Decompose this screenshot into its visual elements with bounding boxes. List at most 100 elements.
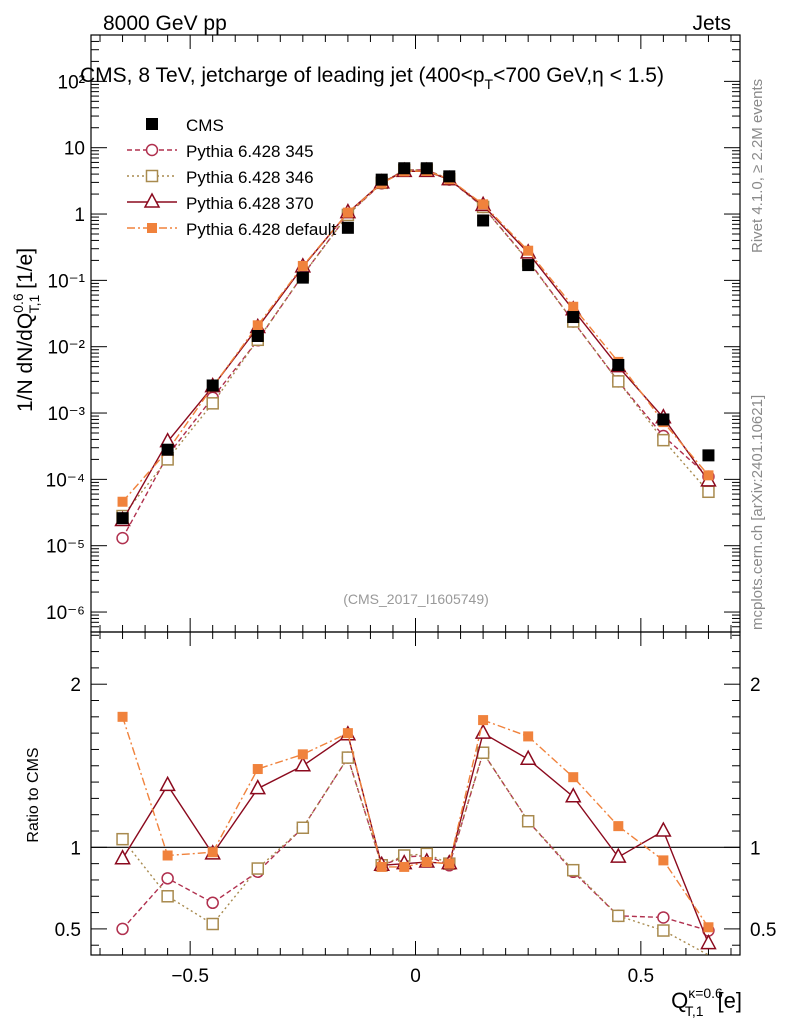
cms-data-point	[702, 449, 715, 462]
ratio-point	[655, 821, 672, 837]
cms-data-point	[443, 170, 456, 183]
plot-title: CMS, 8 TeV, jetcharge of leading jet (40…	[80, 64, 664, 92]
main-y-axis-label: 1/N dN/dQ0.6T,1 [1/e]	[10, 248, 42, 412]
ratio-point	[117, 711, 128, 722]
watermark-label: (CMS_2017_I1605749)	[343, 591, 489, 607]
ratio-point	[114, 849, 131, 865]
main-series-line	[122, 170, 709, 503]
cms-data-point	[341, 221, 354, 234]
cms-data-point	[657, 413, 670, 426]
main-series-3	[114, 161, 717, 527]
cms-data-point	[612, 358, 625, 371]
mc-point	[657, 433, 670, 447]
ratio-point	[342, 728, 353, 739]
y-tick-label: 10⁻²	[48, 338, 86, 359]
legend-marker	[143, 192, 161, 208]
legend-item: Pythia 6.428 default	[127, 220, 337, 239]
ratio-series-line	[121, 751, 709, 956]
x-axis-label: Qκ=0.6 T,1 [e]	[671, 985, 742, 1019]
ratio-y-axis-label: Ratio to CMS	[25, 747, 42, 842]
y-tick-label: 10⁻³	[48, 404, 86, 425]
main-series-4	[117, 166, 714, 507]
main-series-line	[122, 169, 709, 517]
ratio-point	[521, 814, 535, 828]
legend-marker	[145, 143, 159, 157]
legend-marker	[146, 118, 158, 130]
cms-data-point	[251, 329, 264, 342]
y-tick-label: 10⁻¹	[48, 271, 86, 292]
ratio-point	[568, 772, 579, 783]
main-series-0	[116, 162, 715, 525]
ratio-series-2	[114, 723, 717, 950]
legend-label: Pythia 6.428 345	[186, 142, 314, 161]
y-tick-label-right: 1	[750, 838, 761, 859]
ratio-point	[206, 896, 219, 910]
main-panel: 10⁻⁶ 10⁻⁵ 10⁻⁴ 10⁻³ 10⁻² 10⁻¹ 1 10 10²	[46, 34, 741, 633]
ratio-series-0	[116, 746, 715, 937]
cms-data-point	[522, 259, 535, 272]
ratio-point	[294, 756, 312, 772]
header-right-label: Jets	[692, 12, 731, 35]
legend: CMS Pythia 6.428 345 Pythia 6.428 346 Pythi…	[127, 116, 337, 239]
ratio-point	[444, 858, 455, 869]
y-tick-label: 1	[74, 205, 85, 226]
x-tick-label: 0.5	[628, 966, 654, 987]
ratio-series-line	[121, 732, 710, 944]
legend-item: CMS	[146, 116, 224, 135]
mcplots-side-label: mcplots.cern.ch [arXiv:2401.10621]	[749, 395, 766, 630]
legend-marker	[147, 223, 157, 233]
x-tick-label: −0.5	[171, 966, 209, 987]
y-tick-label: 10²	[58, 72, 85, 93]
mc-point	[117, 496, 128, 507]
cms-data-point	[567, 311, 580, 324]
legend-label: Pythia 6.428 370	[186, 194, 314, 213]
mc-point	[568, 301, 579, 312]
ratio-point	[657, 911, 670, 924]
ratio-point	[159, 775, 176, 792]
ratio-point	[252, 764, 263, 775]
ratio-point	[700, 933, 717, 950]
header-left-label: 8000 GeV pp	[103, 12, 227, 35]
mc-point	[206, 397, 219, 410]
legend-marker	[145, 169, 159, 183]
ratio-point	[376, 861, 387, 872]
cms-data-point	[161, 443, 174, 456]
ratio-point	[116, 922, 129, 936]
mc-point	[478, 199, 489, 210]
y-tick-label-right: 0.5	[750, 920, 776, 941]
main-series-line	[121, 169, 709, 539]
ratio-point	[296, 821, 310, 835]
legend-item: Pythia 6.428 345	[127, 142, 314, 161]
ratio-point	[519, 749, 537, 765]
y-tick-label: 10⁻⁴	[46, 470, 85, 491]
ratio-point	[206, 917, 219, 931]
ratio-point	[478, 715, 489, 726]
mc-point	[703, 470, 714, 481]
ratio-point	[703, 922, 714, 933]
mc-point	[702, 485, 715, 499]
legend-item: Pythia 6.428 370	[127, 192, 314, 213]
title-text: CMS, 8 TeV, jetcharge of leading jet (40…	[80, 64, 664, 92]
cms-data-point	[477, 214, 490, 227]
ratio-point	[161, 890, 174, 903]
main-series-2	[116, 163, 715, 523]
ratio-point	[613, 821, 624, 832]
ratio-point	[161, 872, 174, 885]
ratio-panel: −0.5 0 0.5 0.5 0.5 1 1 2 2	[55, 631, 776, 987]
rivet-side-label: Rivet 4.1.0, ≥ 2.2M events	[749, 79, 766, 253]
y-tick-label: 0.5	[55, 920, 81, 941]
y-tick-label: 10	[64, 139, 85, 160]
y-tick-label: 10⁻⁵	[46, 537, 85, 558]
legend-item: Pythia 6.428 346	[127, 168, 314, 187]
cms-data-point	[375, 173, 388, 186]
x-tick-label: 0	[410, 966, 421, 987]
mc-point	[116, 531, 129, 545]
ratio-point	[474, 723, 492, 739]
ratio-point	[612, 909, 625, 923]
legend-label: Pythia 6.428 default	[186, 220, 337, 239]
ratio-point	[207, 847, 218, 858]
legend-label: CMS	[186, 116, 224, 135]
ratio-point	[341, 751, 355, 764]
cms-data-point	[398, 162, 411, 175]
